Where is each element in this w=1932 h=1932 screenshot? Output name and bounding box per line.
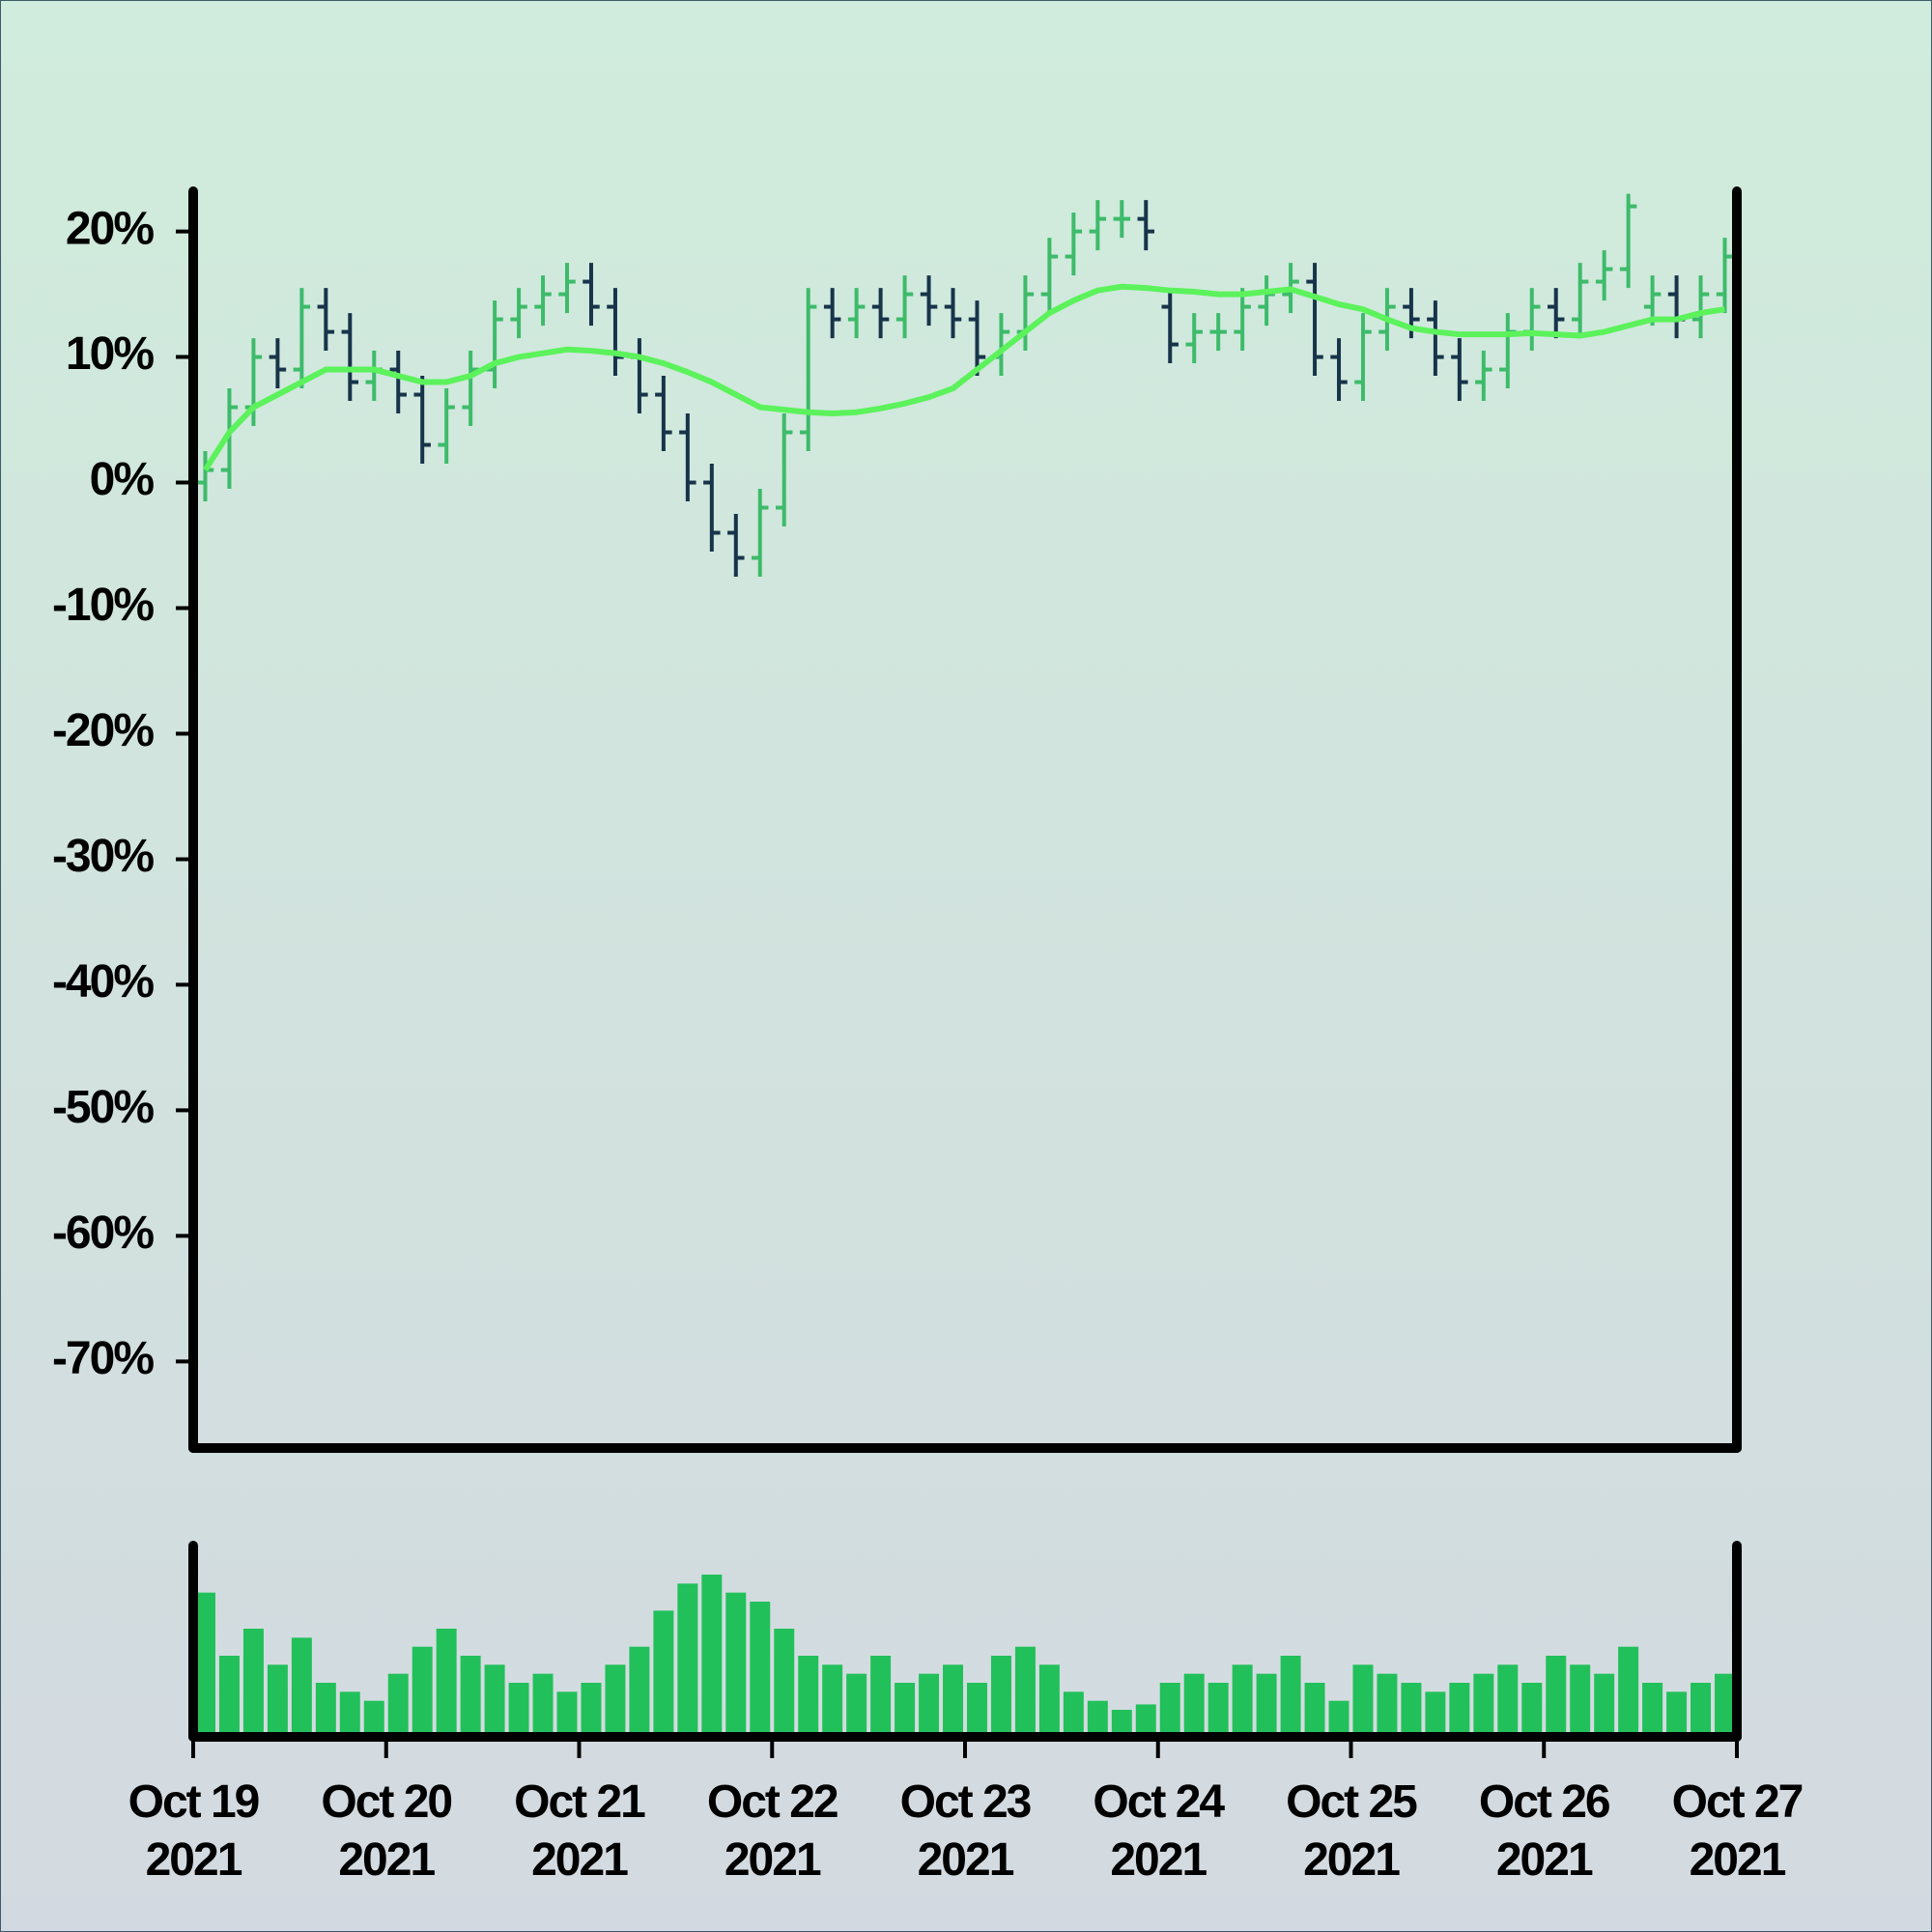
volume-bar [1014, 1646, 1036, 1737]
volume-bar [387, 1673, 409, 1737]
x-tick-label: Oct 21 2021 [514, 1776, 646, 1886]
volume-bar [339, 1691, 360, 1737]
volume-bar [1232, 1664, 1253, 1737]
volume-bar [1328, 1700, 1350, 1737]
volume-bar [1690, 1683, 1712, 1737]
volume-bar [556, 1691, 578, 1737]
volume-bar [1183, 1673, 1205, 1737]
volume-bar [750, 1602, 771, 1737]
x-tick-label: Oct 22 2021 [706, 1776, 839, 1886]
volume-bar [1594, 1673, 1615, 1737]
x-tick-label: Oct 26 2021 [1478, 1776, 1611, 1886]
volume-bar [1425, 1691, 1446, 1737]
volume-bar [581, 1683, 602, 1737]
volume-bar [895, 1683, 916, 1737]
volume-bar [194, 1592, 215, 1737]
volume-bar [267, 1664, 288, 1737]
volume-bar [966, 1683, 987, 1737]
x-tick-label: Oct 19 2021 [128, 1776, 261, 1886]
volume-bar [1208, 1683, 1229, 1737]
x-tick-label: Oct 24 2021 [1093, 1776, 1225, 1886]
volume-bar [1715, 1673, 1736, 1737]
volume-bar [532, 1673, 554, 1737]
volume-bar [1304, 1683, 1325, 1737]
volume-bar [291, 1637, 312, 1737]
volume-bar [412, 1646, 433, 1737]
volume-bar [653, 1610, 674, 1737]
volume-bar [1521, 1683, 1543, 1737]
y-tick-label: -60% [52, 1208, 154, 1259]
volume-bar [1401, 1683, 1422, 1737]
x-tick-label: Oct 23 2021 [899, 1776, 1033, 1886]
volume-bar [990, 1656, 1011, 1737]
x-tick-label: Oct 25 2021 [1286, 1776, 1418, 1886]
volume-bar [774, 1629, 795, 1737]
volume-bar [363, 1700, 384, 1737]
volume-bar [1377, 1673, 1398, 1737]
y-tick-label: -40% [52, 956, 154, 1008]
volume-bar [798, 1656, 819, 1737]
x-tick-label: Oct 20 2021 [321, 1776, 453, 1886]
volume-bar [725, 1592, 747, 1737]
volume-bar [218, 1656, 240, 1737]
volume-bar [846, 1673, 867, 1737]
y-tick-label: -10% [52, 580, 154, 631]
volume-bar [629, 1646, 650, 1737]
y-tick-label: -70% [52, 1333, 154, 1384]
volume-bar [870, 1656, 892, 1737]
volume-bar [1618, 1646, 1639, 1737]
volume-bar [460, 1656, 481, 1737]
volume-bar [943, 1664, 964, 1737]
volume-bar [701, 1575, 723, 1737]
moving-average [202, 283, 1725, 472]
volume-bar [242, 1629, 264, 1737]
volume-bar [508, 1683, 529, 1737]
volume-bar [677, 1583, 698, 1737]
y-tick-label: 20% [66, 203, 154, 254]
y-tick-label: 0% [90, 454, 155, 505]
volume-bar [1280, 1656, 1301, 1737]
y-tick-label: 10% [66, 328, 154, 380]
volume-bar [1159, 1683, 1180, 1737]
volume-bar [1256, 1673, 1277, 1737]
y-tick-label: -30% [52, 831, 154, 882]
volume-bar [1642, 1683, 1663, 1737]
volume-bar [605, 1664, 626, 1737]
volume-bar [1666, 1691, 1688, 1737]
y-tick-label: -20% [52, 705, 154, 756]
volume-bar [484, 1664, 505, 1737]
volume-bar [1449, 1683, 1470, 1737]
volume-bar [1135, 1704, 1156, 1737]
volume-bar [436, 1629, 457, 1737]
volume-bar [1063, 1691, 1084, 1737]
volume-bar [1352, 1664, 1374, 1737]
volume-bar [1497, 1664, 1519, 1737]
volume-bar [1473, 1673, 1494, 1737]
volume-bar [822, 1664, 843, 1737]
x-tick-label: Oct 27 2021 [1671, 1776, 1804, 1886]
volume-bar [1111, 1710, 1132, 1737]
volume-bar [919, 1673, 940, 1737]
y-tick-label: -50% [52, 1082, 154, 1133]
volume-bar [1546, 1656, 1567, 1737]
volume-bar [315, 1683, 336, 1737]
volume-bar [1087, 1700, 1108, 1737]
volume-bar [1570, 1664, 1591, 1737]
volume-bar [1038, 1664, 1060, 1737]
